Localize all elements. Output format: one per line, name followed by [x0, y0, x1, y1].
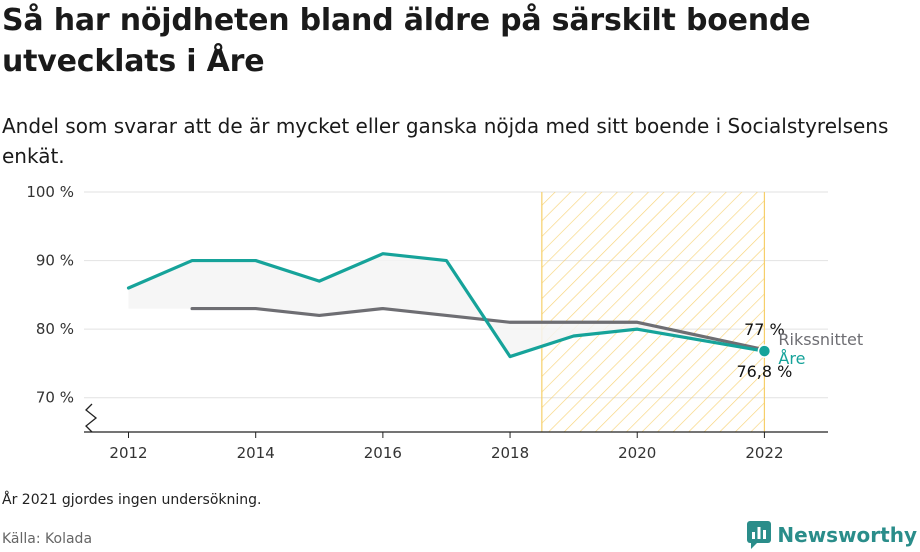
bar-chart-bubble-icon — [747, 521, 772, 549]
chart-subtitle: Andel som svarar att de är mycket eller … — [2, 114, 889, 168]
brand-name: Newsworthy — [777, 523, 917, 547]
footnote: År 2021 gjordes ingen undersökning. — [2, 492, 262, 508]
x-tick-label: 2022 — [745, 444, 783, 462]
series-label-riksnitt: Rikssnittet — [778, 330, 863, 349]
y-tick-label: 70 % — [36, 389, 74, 407]
y-tick-label: 90 % — [36, 252, 74, 270]
end-value-label-riksnitt: 77 % — [744, 320, 785, 339]
newsworthy-logo: Newsworthy — [747, 519, 917, 551]
difference-band — [128, 253, 765, 357]
x-tick-label: 2014 — [237, 444, 275, 462]
axis-break-icon — [85, 403, 98, 433]
series-end-dot — [757, 344, 772, 358]
source-note: Källa: Kolada — [2, 531, 93, 547]
y-tick-label: 100 % — [26, 183, 74, 201]
x-tick-label: 2016 — [364, 444, 402, 462]
series-label-are: Åre — [778, 349, 805, 368]
end-value-label-are: 76,8 % — [736, 362, 792, 381]
series-line-0 — [126, 252, 767, 359]
x-tick-label: 2018 — [491, 444, 529, 462]
x-tick-label: 2020 — [618, 444, 656, 462]
chart-title: Så har nöjdheten bland äldre på särskilt… — [2, 3, 811, 79]
highlight-hatch-area — [541, 192, 765, 432]
y-tick-label: 80 % — [36, 320, 74, 338]
x-tick-label: 2012 — [109, 444, 147, 462]
series-line-1 — [190, 306, 767, 352]
